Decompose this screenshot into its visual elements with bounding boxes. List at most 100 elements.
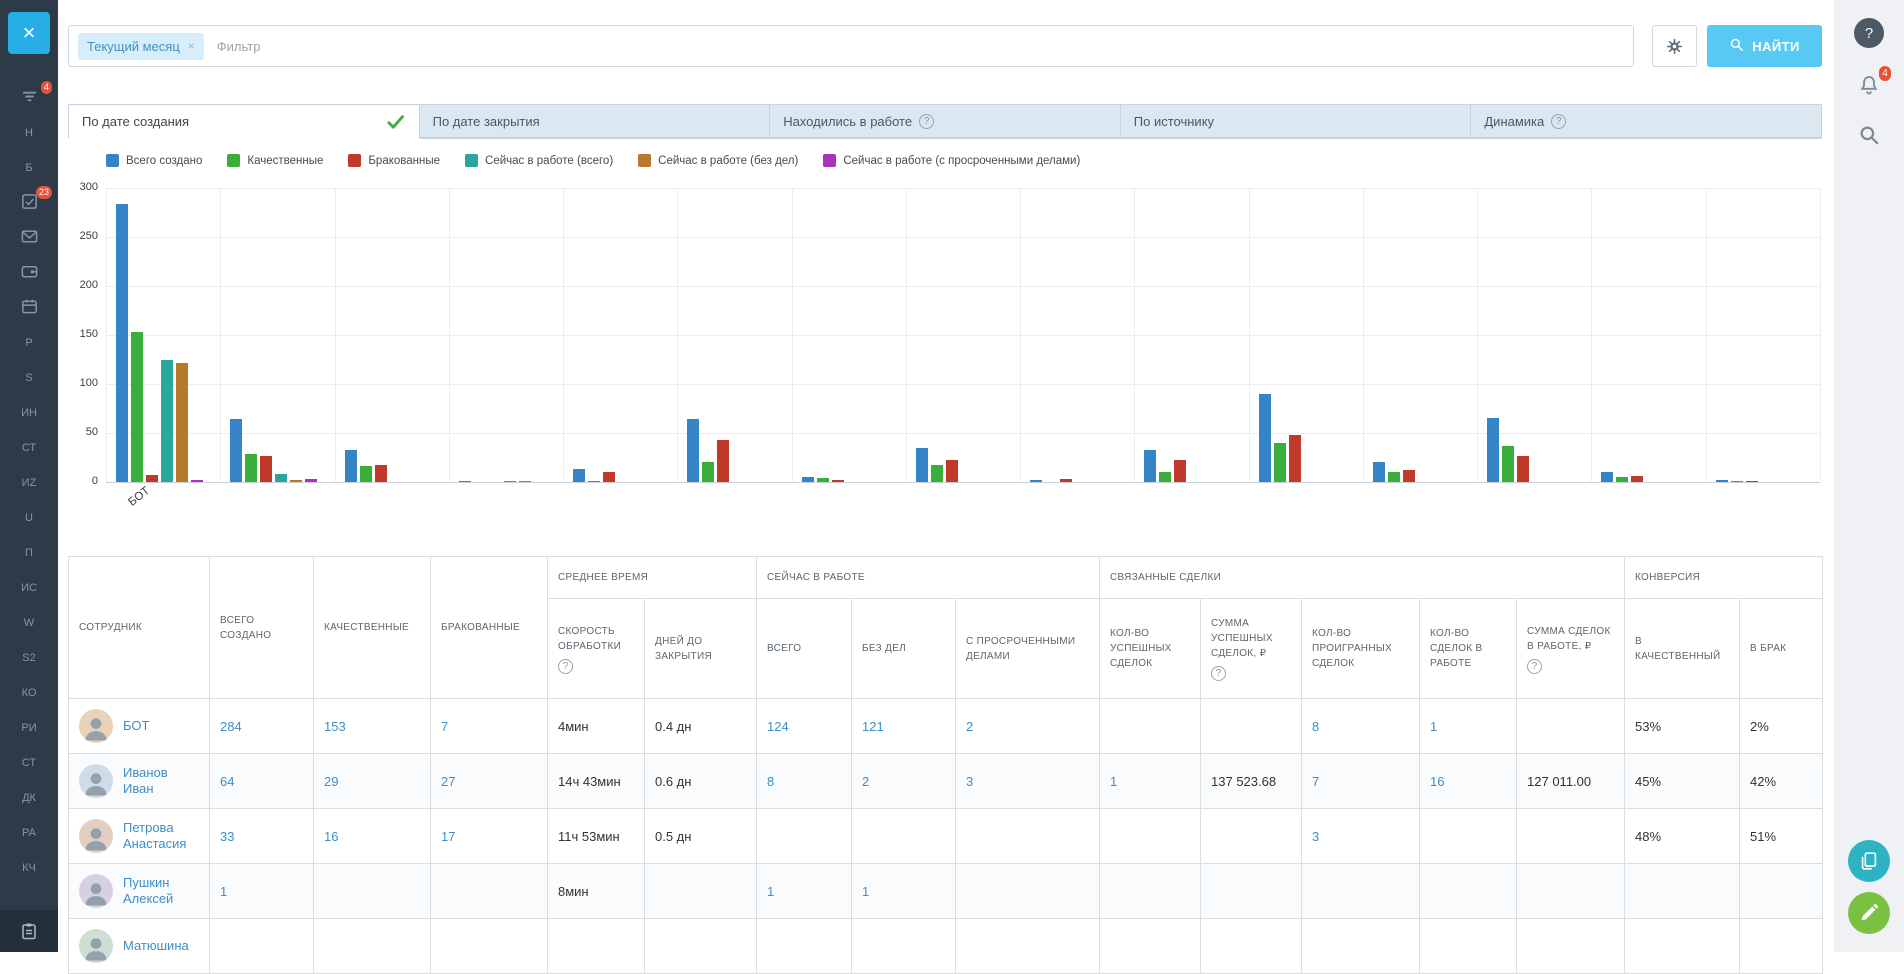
chart-bar[interactable] [1144, 449, 1157, 482]
chart-bar[interactable] [1060, 479, 1073, 482]
cell-value-link[interactable]: 16 [324, 828, 339, 844]
chart-bar[interactable] [1030, 480, 1043, 482]
chart-bar[interactable] [1715, 480, 1728, 482]
help-icon[interactable]: ? [1527, 658, 1543, 674]
chart-bar[interactable] [1288, 434, 1301, 482]
cell-value-link[interactable]: 1 [1430, 718, 1438, 734]
cell-value-link[interactable]: 7 [1312, 773, 1320, 789]
sidebar-item-tasks[interactable]: 23 [0, 185, 58, 220]
chart-bar[interactable] [260, 455, 273, 482]
chart-bar[interactable] [588, 480, 601, 482]
sidebar-item-S2[interactable]: S2 [0, 640, 58, 675]
sidebar-item-calendar[interactable] [0, 290, 58, 325]
chart-bar[interactable] [573, 469, 586, 482]
cell-value-link[interactable]: 8 [767, 773, 775, 789]
chart-bar[interactable] [503, 480, 516, 482]
chart-bar[interactable] [245, 453, 258, 482]
sidebar-item-РИ[interactable]: РИ [0, 710, 58, 745]
chart-bar[interactable] [230, 419, 243, 482]
chart-bar[interactable] [518, 480, 531, 482]
chart-bar[interactable] [717, 439, 730, 482]
chart-bar[interactable] [930, 465, 943, 482]
chart-bar[interactable] [458, 480, 471, 482]
cell-value-link[interactable]: 29 [324, 773, 339, 789]
chart-bar[interactable] [687, 419, 700, 482]
sidebar-item-СТ[interactable]: СТ [0, 745, 58, 780]
chart-bar[interactable] [290, 480, 303, 482]
chart-bar[interactable] [176, 363, 188, 482]
employee-name-link[interactable]: БОТ [123, 717, 150, 733]
chart-bar[interactable] [1159, 472, 1172, 482]
chart-bar[interactable] [161, 360, 173, 482]
copy-report-button[interactable] [1848, 840, 1890, 882]
chart-bar[interactable] [305, 479, 318, 482]
sidebar-item-U[interactable]: U [0, 500, 58, 535]
sidebar-item-filter[interactable]: 4 [0, 80, 58, 115]
global-search-button[interactable] [1856, 122, 1882, 148]
chart-bar[interactable] [146, 475, 158, 482]
cell-value-link[interactable]: 1 [862, 883, 870, 899]
sidebar-item-wallet[interactable] [0, 255, 58, 290]
help-icon[interactable]: ? [558, 658, 573, 674]
cell-value-link[interactable]: 1 [1110, 773, 1118, 789]
chart-bar[interactable] [1730, 480, 1743, 482]
chart-bar[interactable] [1273, 442, 1286, 482]
chart-bar[interactable] [275, 474, 288, 482]
chart-bar[interactable] [116, 203, 128, 482]
employee-name-link[interactable]: Пушкин Алексей [123, 874, 174, 906]
filter-tag[interactable]: Текущий месяц × [78, 32, 204, 60]
cell-value-link[interactable]: 2 [862, 773, 870, 789]
chart-bar[interactable] [191, 480, 203, 482]
chart-bar[interactable] [1487, 418, 1500, 482]
chart-bar[interactable] [1387, 472, 1400, 482]
cell-value-link[interactable]: 27 [441, 773, 456, 789]
sidebar-item-ИС[interactable]: ИС [0, 570, 58, 605]
cell-value-link[interactable]: 153 [324, 718, 346, 734]
chart-bar[interactable] [131, 332, 143, 482]
chart-bar[interactable] [603, 472, 616, 482]
sidebar-item-mail[interactable] [0, 220, 58, 255]
tab-1[interactable]: По дате создания [68, 104, 420, 139]
filter-tag-remove-icon[interactable]: × [187, 39, 195, 53]
sidebar-item-ДК[interactable]: ДК [0, 780, 58, 815]
chart-bar[interactable] [1258, 393, 1271, 482]
sidebar-item-КЧ[interactable]: КЧ [0, 850, 58, 885]
sidebar-clipboard-button[interactable] [0, 910, 58, 952]
tab-5[interactable]: Динамика? [1470, 104, 1822, 138]
employee-name-link[interactable]: Матюшина [123, 937, 189, 953]
cell-value-link[interactable]: 16 [1430, 773, 1445, 789]
sidebar-item-ИН[interactable]: ИН [0, 395, 58, 430]
employee-name-link[interactable]: Иванов Иван [123, 764, 168, 796]
edit-button[interactable] [1848, 892, 1890, 934]
sidebar-item-РА[interactable]: РА [0, 815, 58, 850]
chart-bar[interactable] [1601, 472, 1614, 482]
close-button[interactable]: × [8, 12, 50, 54]
cell-value-link[interactable]: 3 [966, 773, 974, 789]
sidebar-item-Б[interactable]: Б [0, 150, 58, 185]
tab-2[interactable]: По дате закрытия [418, 104, 771, 138]
chart-bar[interactable] [1616, 477, 1629, 482]
sidebar-item-СТ[interactable]: СТ [0, 430, 58, 465]
cell-value-link[interactable]: 33 [220, 828, 235, 844]
cell-value-link[interactable]: 64 [220, 773, 235, 789]
help-icon[interactable]: ? [1211, 666, 1227, 681]
chart-bar[interactable] [1517, 455, 1530, 482]
sidebar-item-Н[interactable]: Н [0, 115, 58, 150]
help-button[interactable]: ? [1854, 18, 1884, 48]
sidebar-item-S[interactable]: S [0, 360, 58, 395]
sidebar-item-КО[interactable]: КО [0, 675, 58, 710]
chart-bar[interactable] [1745, 480, 1758, 482]
sidebar-item-W[interactable]: W [0, 605, 58, 640]
cell-value-link[interactable]: 121 [862, 718, 884, 734]
find-button[interactable]: НАЙТИ [1707, 25, 1822, 67]
filter-input[interactable]: Текущий месяц × Фильтр [68, 25, 1634, 67]
sidebar-item-П[interactable]: П [0, 535, 58, 570]
cell-value-link[interactable]: 8 [1312, 718, 1320, 734]
cell-value-link[interactable]: 7 [441, 718, 449, 734]
cell-value-link[interactable]: 3 [1312, 828, 1320, 844]
employee-name-link[interactable]: Петрова Анастасия [123, 819, 187, 851]
chart-bar[interactable] [1631, 476, 1644, 482]
cell-value-link[interactable]: 2 [966, 718, 974, 734]
chart-bar[interactable] [1174, 460, 1187, 482]
chart-bar[interactable] [816, 478, 829, 482]
